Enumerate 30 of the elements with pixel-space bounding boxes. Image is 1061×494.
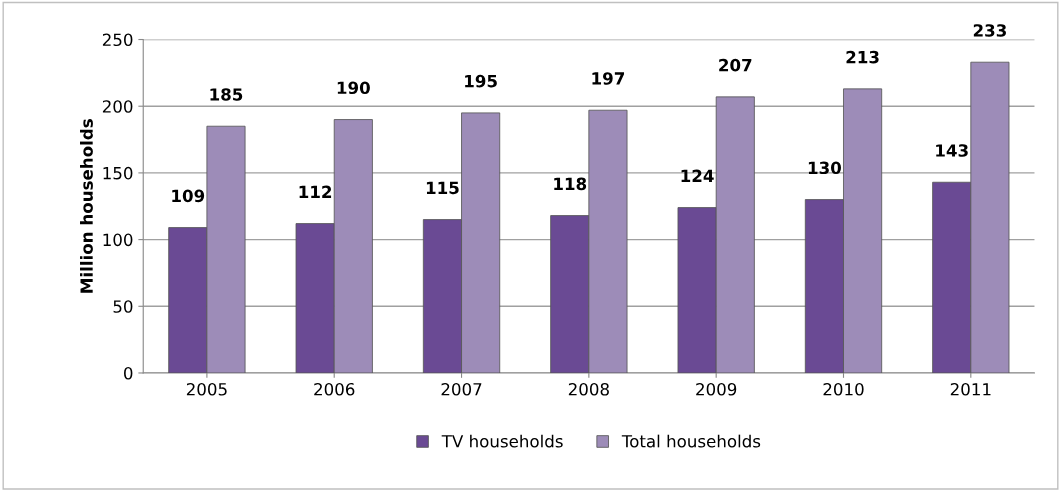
legend-label: Total households <box>621 434 761 448</box>
x-tick-label: 2008 <box>568 382 609 396</box>
data-label: 130 <box>808 161 841 175</box>
x-tick-label: 2006 <box>314 382 355 396</box>
y-tick-label: 50 <box>113 300 133 313</box>
data-label: 115 <box>426 181 459 195</box>
data-label: 118 <box>554 177 587 191</box>
data-label: 124 <box>681 169 714 182</box>
x-tick-label: 2010 <box>823 382 864 396</box>
data-label: 207 <box>719 58 752 72</box>
y-tick-label: 100 <box>103 233 133 247</box>
y-tick-label: 0 <box>124 366 133 380</box>
x-tick-label: 2005 <box>186 382 227 396</box>
x-tick-label: 2007 <box>441 382 482 396</box>
data-label: 185 <box>210 88 243 101</box>
data-label: 213 <box>846 50 879 64</box>
x-tick-label: 2009 <box>696 382 737 396</box>
y-axis-title: Million households <box>80 119 93 293</box>
data-label: 197 <box>592 72 625 85</box>
x-tick-label: 2011 <box>950 382 991 396</box>
data-label: 195 <box>465 74 497 88</box>
data-label: 233 <box>973 24 1006 37</box>
legend-label: TV households <box>441 434 563 448</box>
data-label: 143 <box>936 144 968 157</box>
data-label: 190 <box>337 81 370 95</box>
data-label: 112 <box>299 185 332 198</box>
y-tick-label: 200 <box>102 100 133 113</box>
data-label: 109 <box>172 189 205 203</box>
y-tick-label: 150 <box>103 166 133 180</box>
y-tick-label: 250 <box>102 33 133 47</box>
